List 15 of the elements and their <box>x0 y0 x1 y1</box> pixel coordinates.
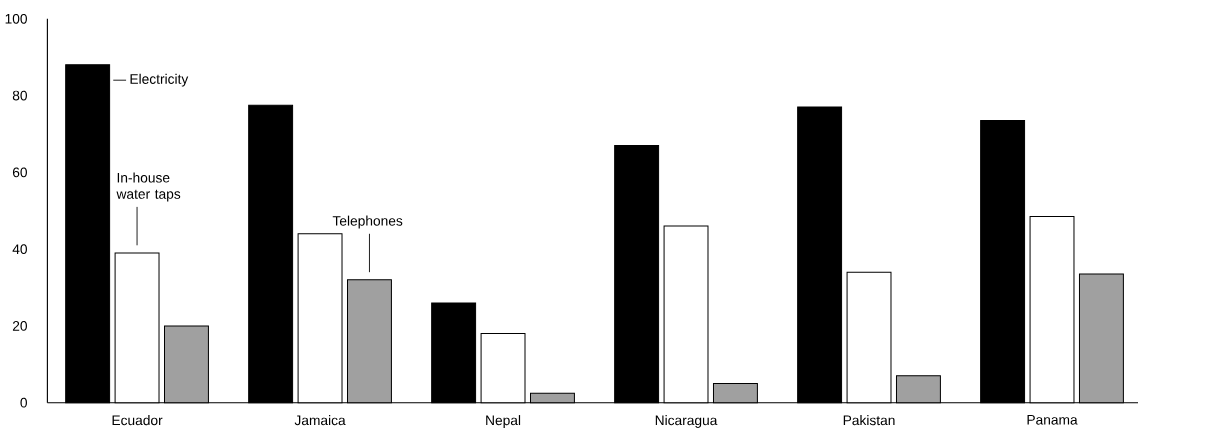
x-tick-label: Nicaragua <box>655 415 718 428</box>
y-tick-label: 60 <box>12 167 27 178</box>
text: Telephones <box>332 215 403 229</box>
y-tick-label: 20 <box>12 321 27 331</box>
text: In-house water taps <box>116 172 181 202</box>
x-tick-label: Panama <box>1027 415 1078 425</box>
y-tick-label: 40 <box>12 244 27 255</box>
x-tick-label: Nepal <box>486 415 521 428</box>
y-tick-label: 80 <box>12 90 27 101</box>
y-tick-label: 100 <box>5 13 27 24</box>
x-tick-label: Pakistan <box>843 415 895 426</box>
legend-label: Electricity <box>130 73 189 87</box>
y-tick-label: 0 <box>20 397 27 408</box>
x-tick-label: Ecuador <box>112 415 163 426</box>
x-tick-label: Jamaica <box>294 415 346 426</box>
